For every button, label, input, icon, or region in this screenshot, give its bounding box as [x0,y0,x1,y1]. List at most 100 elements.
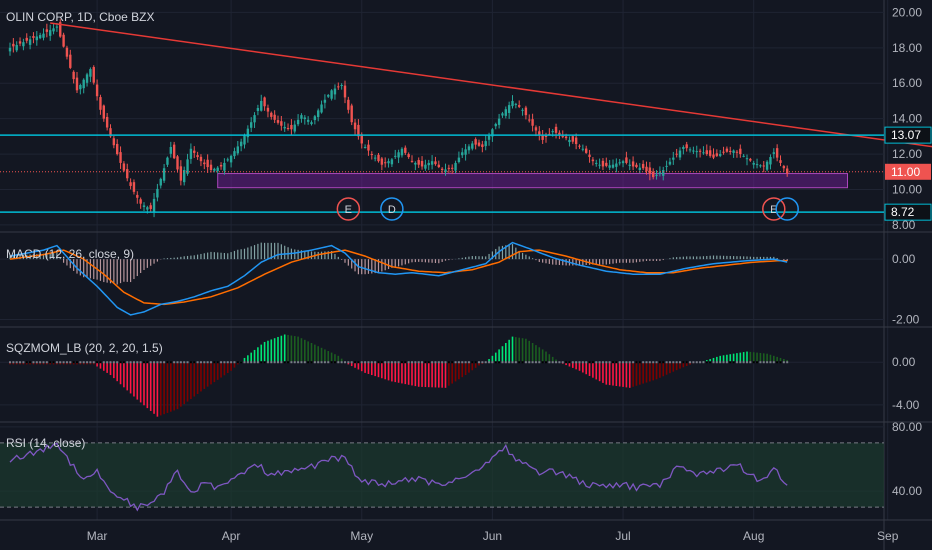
candle-body [638,167,641,171]
candle-body [605,162,608,166]
candle-body [501,113,504,116]
sqzmom-dot [756,361,759,364]
candle-body [333,88,337,95]
sqzmom-dot [746,361,748,364]
candle-body [256,108,260,111]
sqzmom-dot [230,361,233,364]
sqzmom-dot [42,361,45,364]
candle-body [119,152,122,163]
sqzmom-dot [548,361,551,364]
sqzmom-dot [638,361,641,364]
sqzmom-dot [622,361,625,364]
sqzmom-dot [601,361,604,364]
sqzmom-dot [76,361,78,364]
candle-body [18,41,22,44]
sqzmom-dot [441,361,444,364]
sqzmom-dot [414,361,417,364]
sqzmom-dot [729,361,732,364]
candle-body [15,44,18,51]
candle-body [635,164,638,168]
candle-body [89,69,92,77]
sqzmom-dot [270,361,273,364]
candle-body [434,161,437,165]
macd-title: MACD (12, 26, close, 9) [6,247,134,261]
candle-body [260,100,263,111]
candle-body [424,164,427,169]
sqzmom-dot [411,361,413,364]
sqzmom-dot [685,361,688,364]
sqzmom-title: SQZMOM_LB (20, 2, 20, 1.5) [6,341,163,355]
sqzmom-dot [528,361,531,364]
candle-body [571,136,574,142]
candle-body [712,154,715,158]
sqzmom-dot [240,361,243,364]
price-level-badge [885,163,931,180]
sqzmom-dot [534,361,537,364]
sqzmom-dot [203,361,206,364]
axes: MarAprMayJunJulAugSepOct20.0018.0016.001… [87,5,923,543]
sqzmom-dot [668,361,671,364]
candle-body [410,160,414,162]
candle-body [75,77,79,91]
sqzmom-dot [454,361,457,364]
candle-body [219,164,223,167]
sqzmom-dot [712,361,715,364]
sqzmom-dot [186,361,189,364]
candle-body [528,119,531,121]
support-zone-rect [217,173,848,189]
sqzmom-dot [558,361,561,364]
sqzmom-dot [126,361,129,364]
sqzmom-dot [19,361,22,364]
candle-body [722,151,725,153]
candle-body [28,39,32,45]
candle-body [471,143,474,149]
sqzmom-dot [652,361,655,364]
sqzmom-dot [39,361,42,364]
price-level-badge [884,126,932,144]
sqzmom-dot [206,361,209,364]
candle-body [708,150,712,156]
candle-body [467,146,471,151]
candle-body [621,161,625,164]
candle-body [531,119,534,126]
candle-body [65,47,69,57]
candle-body [598,164,601,166]
sqzmom-dot [561,361,564,364]
candle-body [196,155,199,158]
candle-body [417,160,420,165]
candle-body [665,165,668,167]
sqzmom-dot [119,361,122,364]
sqzmom-dot [444,361,447,364]
sqzmom-dot [132,361,135,364]
candle-body [779,160,782,163]
sqzmom-dot [122,361,125,364]
candle-body [786,168,789,174]
candle-body [514,103,518,105]
sqzmom-dot [156,361,159,364]
candle-body [628,164,631,166]
sqzmom-dot [575,361,578,364]
candle-body [159,178,162,186]
sqzmom-dot [675,361,678,364]
candle-body [303,117,306,120]
candle-body [313,116,317,121]
sqzmom-dot [595,361,598,364]
sqzmom-dot [173,361,176,364]
candle-body [69,54,72,68]
sqzmom-dot [491,361,494,364]
x-tick-label: Apr [222,529,241,543]
candle-body [534,127,538,131]
sqzmom-dot [585,361,588,364]
sqzmom-dot [153,361,156,364]
sqzmom-dot [782,361,785,364]
support-zone [217,173,848,189]
candle-body [648,167,652,175]
y-tick-label: 20.00 [892,5,922,19]
event-marker-circle [775,197,799,221]
sqzmom-dot [139,361,142,364]
candle-body [601,160,605,167]
sqzmom-dot [45,361,48,364]
candle-body [169,146,172,154]
